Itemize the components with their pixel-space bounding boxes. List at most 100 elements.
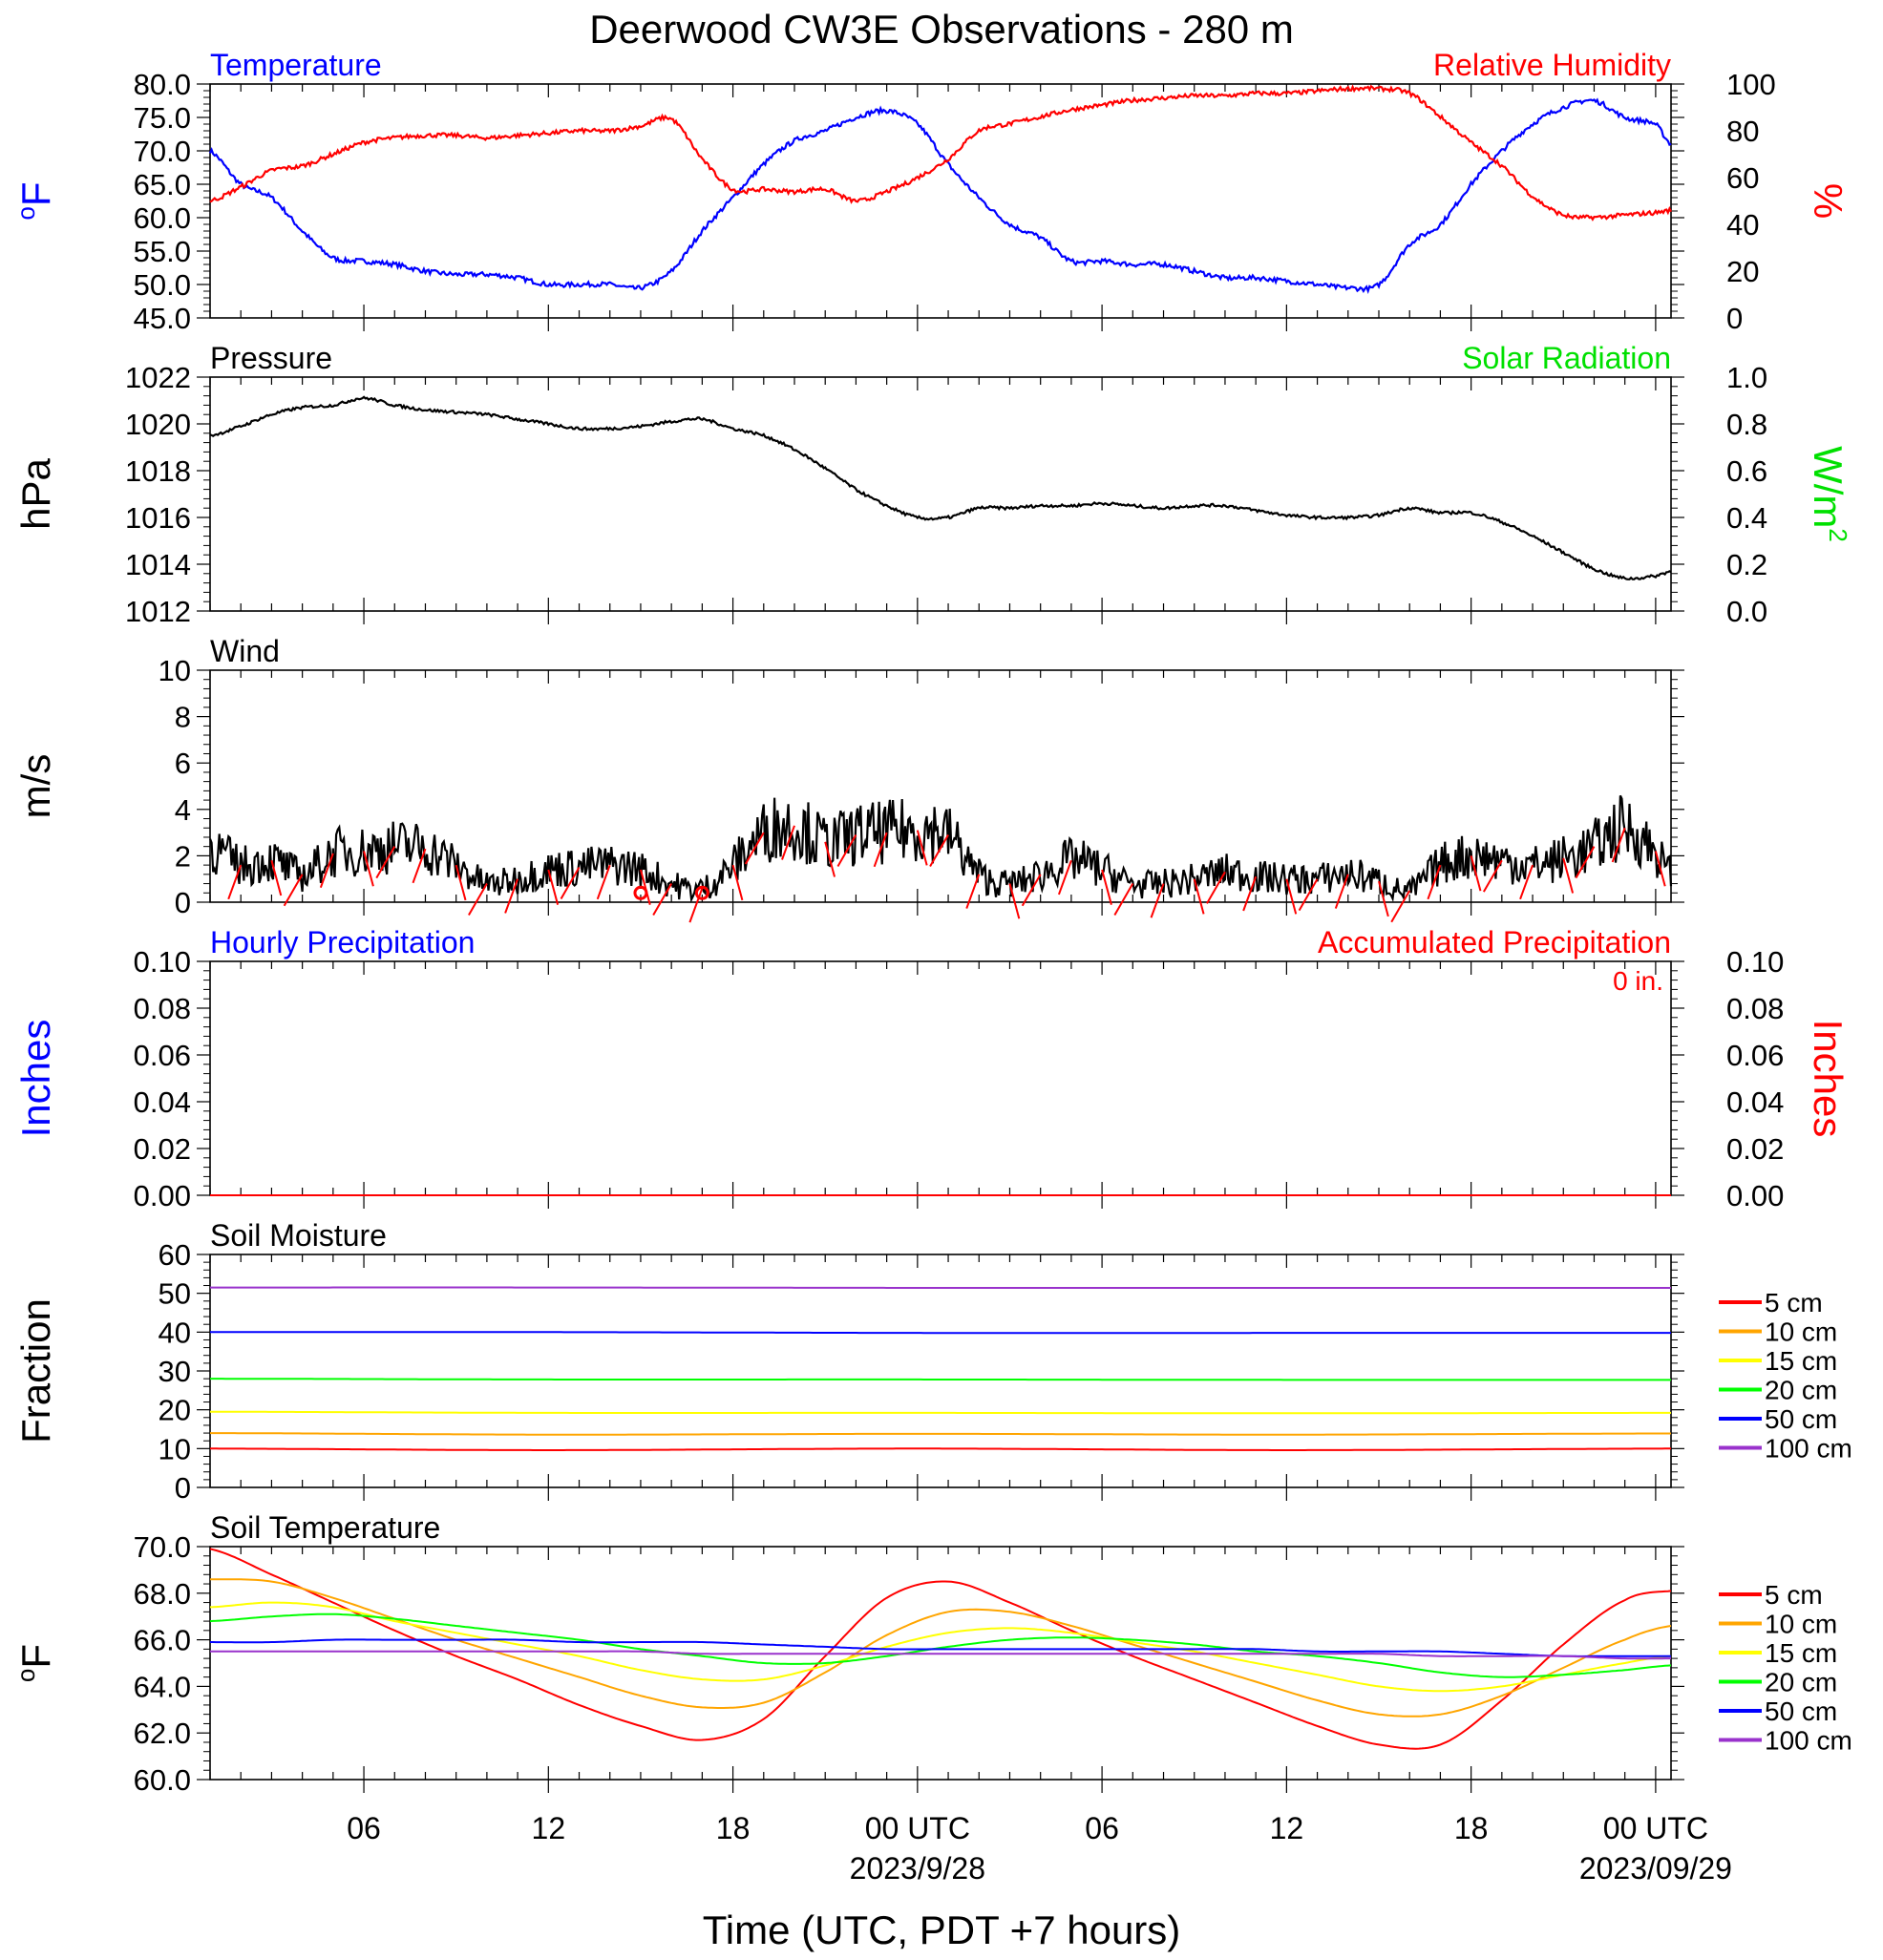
wind-barb bbox=[504, 878, 519, 914]
wind-barb bbox=[1101, 869, 1112, 905]
y-axis-label-left: m/s bbox=[13, 754, 58, 819]
wind-barb bbox=[1654, 851, 1666, 887]
x-tick-label: 12 bbox=[1270, 1811, 1304, 1845]
legend-label: 20 cm bbox=[1765, 1668, 1837, 1697]
y-tick-label: 80.0 bbox=[134, 68, 191, 101]
legend-label: 100 cm bbox=[1765, 1726, 1852, 1756]
y-tick-label: 0 bbox=[175, 886, 191, 919]
wind-barb bbox=[547, 869, 560, 905]
panel-frame bbox=[209, 376, 1672, 612]
y-axis-label-right: Inches bbox=[1806, 1020, 1851, 1138]
panel-precipitation: 0.10 0.08 0.06 0.04 0.02 0.00 0.10 0.08 0.06 0.04… bbox=[13, 925, 1851, 1212]
legend-label: 50 cm bbox=[1765, 1697, 1837, 1726]
panel-temperature-humidity: 80.075.070.065.060.055.050.045.0 100 80 60 4… bbox=[11, 48, 1851, 335]
y-right-tick-label: 0.06 bbox=[1726, 1039, 1784, 1072]
panel-title-left: Hourly Precipitation bbox=[210, 925, 475, 959]
series-line-relative-humidity bbox=[209, 84, 1672, 221]
y-tick-label: 1016 bbox=[125, 501, 191, 535]
panel-frame bbox=[209, 1546, 1672, 1781]
y-tick-label: 10 bbox=[159, 1432, 191, 1465]
x-tick-label: 12 bbox=[532, 1811, 566, 1845]
calm-wind-marker bbox=[694, 885, 709, 900]
series-line-100-cm bbox=[210, 1650, 1671, 1660]
y-tick-label: 50 bbox=[159, 1277, 191, 1311]
y-right-tick-label: 0.02 bbox=[1726, 1132, 1784, 1166]
legend-label: 5 cm bbox=[1765, 1288, 1823, 1317]
wind-barb bbox=[688, 888, 704, 923]
y-tick-label: 70.0 bbox=[134, 135, 191, 168]
y-tick-label: 75.0 bbox=[134, 101, 191, 135]
y-tick-label: 8 bbox=[175, 701, 191, 734]
y-tick-label: 6 bbox=[175, 747, 191, 780]
series-line-temperature bbox=[208, 97, 1672, 295]
panel-title-left: Soil Temperature bbox=[210, 1510, 440, 1545]
y-tick-label: 0.08 bbox=[134, 992, 191, 1025]
panel-title-right: Relative Humidity bbox=[1433, 48, 1671, 82]
legend-label: 5 cm bbox=[1765, 1580, 1823, 1610]
y-right-tick-label: 60 bbox=[1726, 161, 1759, 195]
x-axis: 06 12 18 00 UTC 2023/9/28 06 12 18 00 UTC 2023/09… bbox=[347, 1811, 1732, 1886]
y-tick-label: 1022 bbox=[125, 361, 191, 394]
wind-barb bbox=[824, 841, 836, 877]
y-axis-label-left: Inches bbox=[13, 1020, 58, 1138]
panel-frame bbox=[209, 83, 1672, 319]
wind-barb bbox=[1285, 878, 1298, 915]
series-line-50-cm bbox=[210, 1638, 1671, 1657]
y-tick-label: 1020 bbox=[125, 408, 191, 441]
x-tick-label: 06 bbox=[347, 1811, 381, 1845]
wind-barb bbox=[283, 874, 304, 907]
wind-barb bbox=[1390, 890, 1411, 923]
y-tick-label: 0.04 bbox=[134, 1085, 191, 1119]
y-tick-label: 50.0 bbox=[134, 268, 191, 302]
series-line-5-cm bbox=[210, 1447, 1671, 1451]
wind-barb bbox=[1298, 878, 1319, 912]
wind-barb bbox=[1113, 883, 1134, 916]
wind-barb bbox=[916, 830, 928, 866]
y-tick-label: 1012 bbox=[125, 595, 191, 628]
y-tick-label: 0 bbox=[175, 1471, 191, 1505]
panel-annotation: 0 in. bbox=[1613, 966, 1663, 996]
y-right-tick-label: 0.2 bbox=[1726, 548, 1767, 581]
panel-title-left: Temperature bbox=[210, 48, 382, 82]
series-line-pressure bbox=[209, 395, 1672, 580]
y-tick-label: 55.0 bbox=[134, 235, 191, 268]
y-tick-label: 65.0 bbox=[134, 168, 191, 201]
y-tick-label: 0.10 bbox=[134, 945, 191, 979]
panels: 80.075.070.065.060.055.050.045.010080604… bbox=[11, 48, 1852, 1797]
legend-label: 20 cm bbox=[1765, 1376, 1837, 1405]
wind-barb bbox=[652, 883, 673, 916]
wind-barb bbox=[1206, 871, 1226, 904]
wind-barb bbox=[1008, 883, 1021, 919]
y-tick-label: 0.02 bbox=[134, 1132, 191, 1166]
legend-label: 50 cm bbox=[1765, 1404, 1837, 1434]
series-line-20-cm bbox=[209, 1612, 1672, 1678]
series-line-5-cm bbox=[209, 1548, 1672, 1750]
panel-title-right: Solar Radiation bbox=[1462, 341, 1671, 375]
y-tick-label: 68.0 bbox=[134, 1577, 191, 1611]
x-tick-label: 00 UTC bbox=[865, 1811, 970, 1845]
wind-barb bbox=[929, 834, 949, 867]
panel-wind: 10 8 6 4 2 0 Wind m/s bbox=[13, 634, 1684, 923]
y-tick-label: 45.0 bbox=[134, 302, 191, 335]
wind-barb bbox=[965, 874, 981, 909]
wind-barb bbox=[596, 864, 611, 900]
y-axis-label-right: % bbox=[1806, 183, 1851, 219]
y-tick-label: 0.00 bbox=[134, 1179, 191, 1212]
y-tick-label: 4 bbox=[175, 793, 191, 827]
wind-barb bbox=[1562, 857, 1575, 894]
y-tick-label: 62.0 bbox=[134, 1717, 191, 1750]
x-tick-label: 18 bbox=[716, 1811, 751, 1845]
panel-frame bbox=[209, 960, 1672, 1196]
y-right-tick-label: 0.10 bbox=[1726, 945, 1784, 979]
y-tick-label: 10 bbox=[159, 654, 191, 687]
wind-barb bbox=[836, 834, 857, 867]
wind-barb bbox=[412, 848, 427, 884]
y-tick-label: 30 bbox=[159, 1355, 191, 1388]
y-tick-label: 60 bbox=[159, 1238, 191, 1272]
wind-barb bbox=[1482, 859, 1503, 893]
y-axis-label-left: hPa bbox=[13, 457, 58, 529]
wind-barb bbox=[744, 832, 765, 865]
y-axis-label-right: W/m2 bbox=[1806, 446, 1852, 542]
calm-wind-marker bbox=[633, 885, 648, 900]
